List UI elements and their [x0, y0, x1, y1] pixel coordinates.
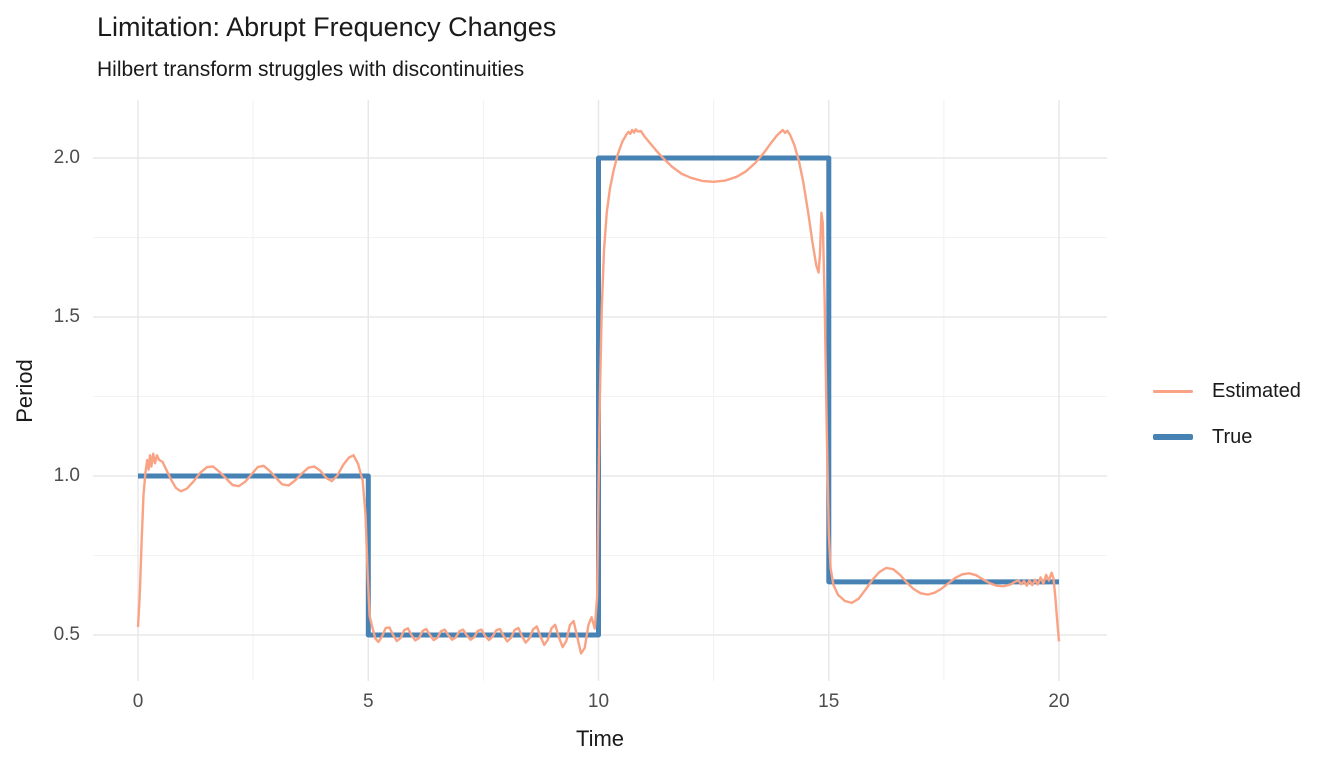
legend-item-estimated: Estimated [1153, 378, 1301, 404]
legend: Estimated True [1153, 378, 1301, 470]
y-tick-label: 0.5 [53, 624, 80, 645]
legend-label-true: True [1212, 425, 1253, 448]
y-tick-label: 1.5 [53, 306, 80, 327]
chart-title: Limitation: Abrupt Frequency Changes [97, 12, 557, 42]
true-line-key-icon [1153, 434, 1193, 440]
x-tick-label: 0 [132, 691, 144, 712]
chart-subtitle: Hilbert transform struggles with discont… [97, 58, 525, 81]
x-tick-label: 15 [818, 691, 840, 712]
x-axis-title: Time [575, 726, 625, 751]
x-tick-label: 10 [587, 691, 610, 712]
estimated-line-key-icon [1153, 389, 1193, 393]
estimated-line [136, 128, 1061, 655]
y-tick-label: 1.0 [53, 465, 80, 486]
legend-label-estimated: Estimated [1212, 379, 1301, 402]
x-tick-label: 20 [1048, 691, 1070, 712]
x-tick-label: 5 [362, 691, 374, 712]
legend-item-true: True [1153, 424, 1301, 450]
y-tick-label: 2.0 [53, 147, 80, 168]
y-axis-title: Period [12, 359, 37, 423]
